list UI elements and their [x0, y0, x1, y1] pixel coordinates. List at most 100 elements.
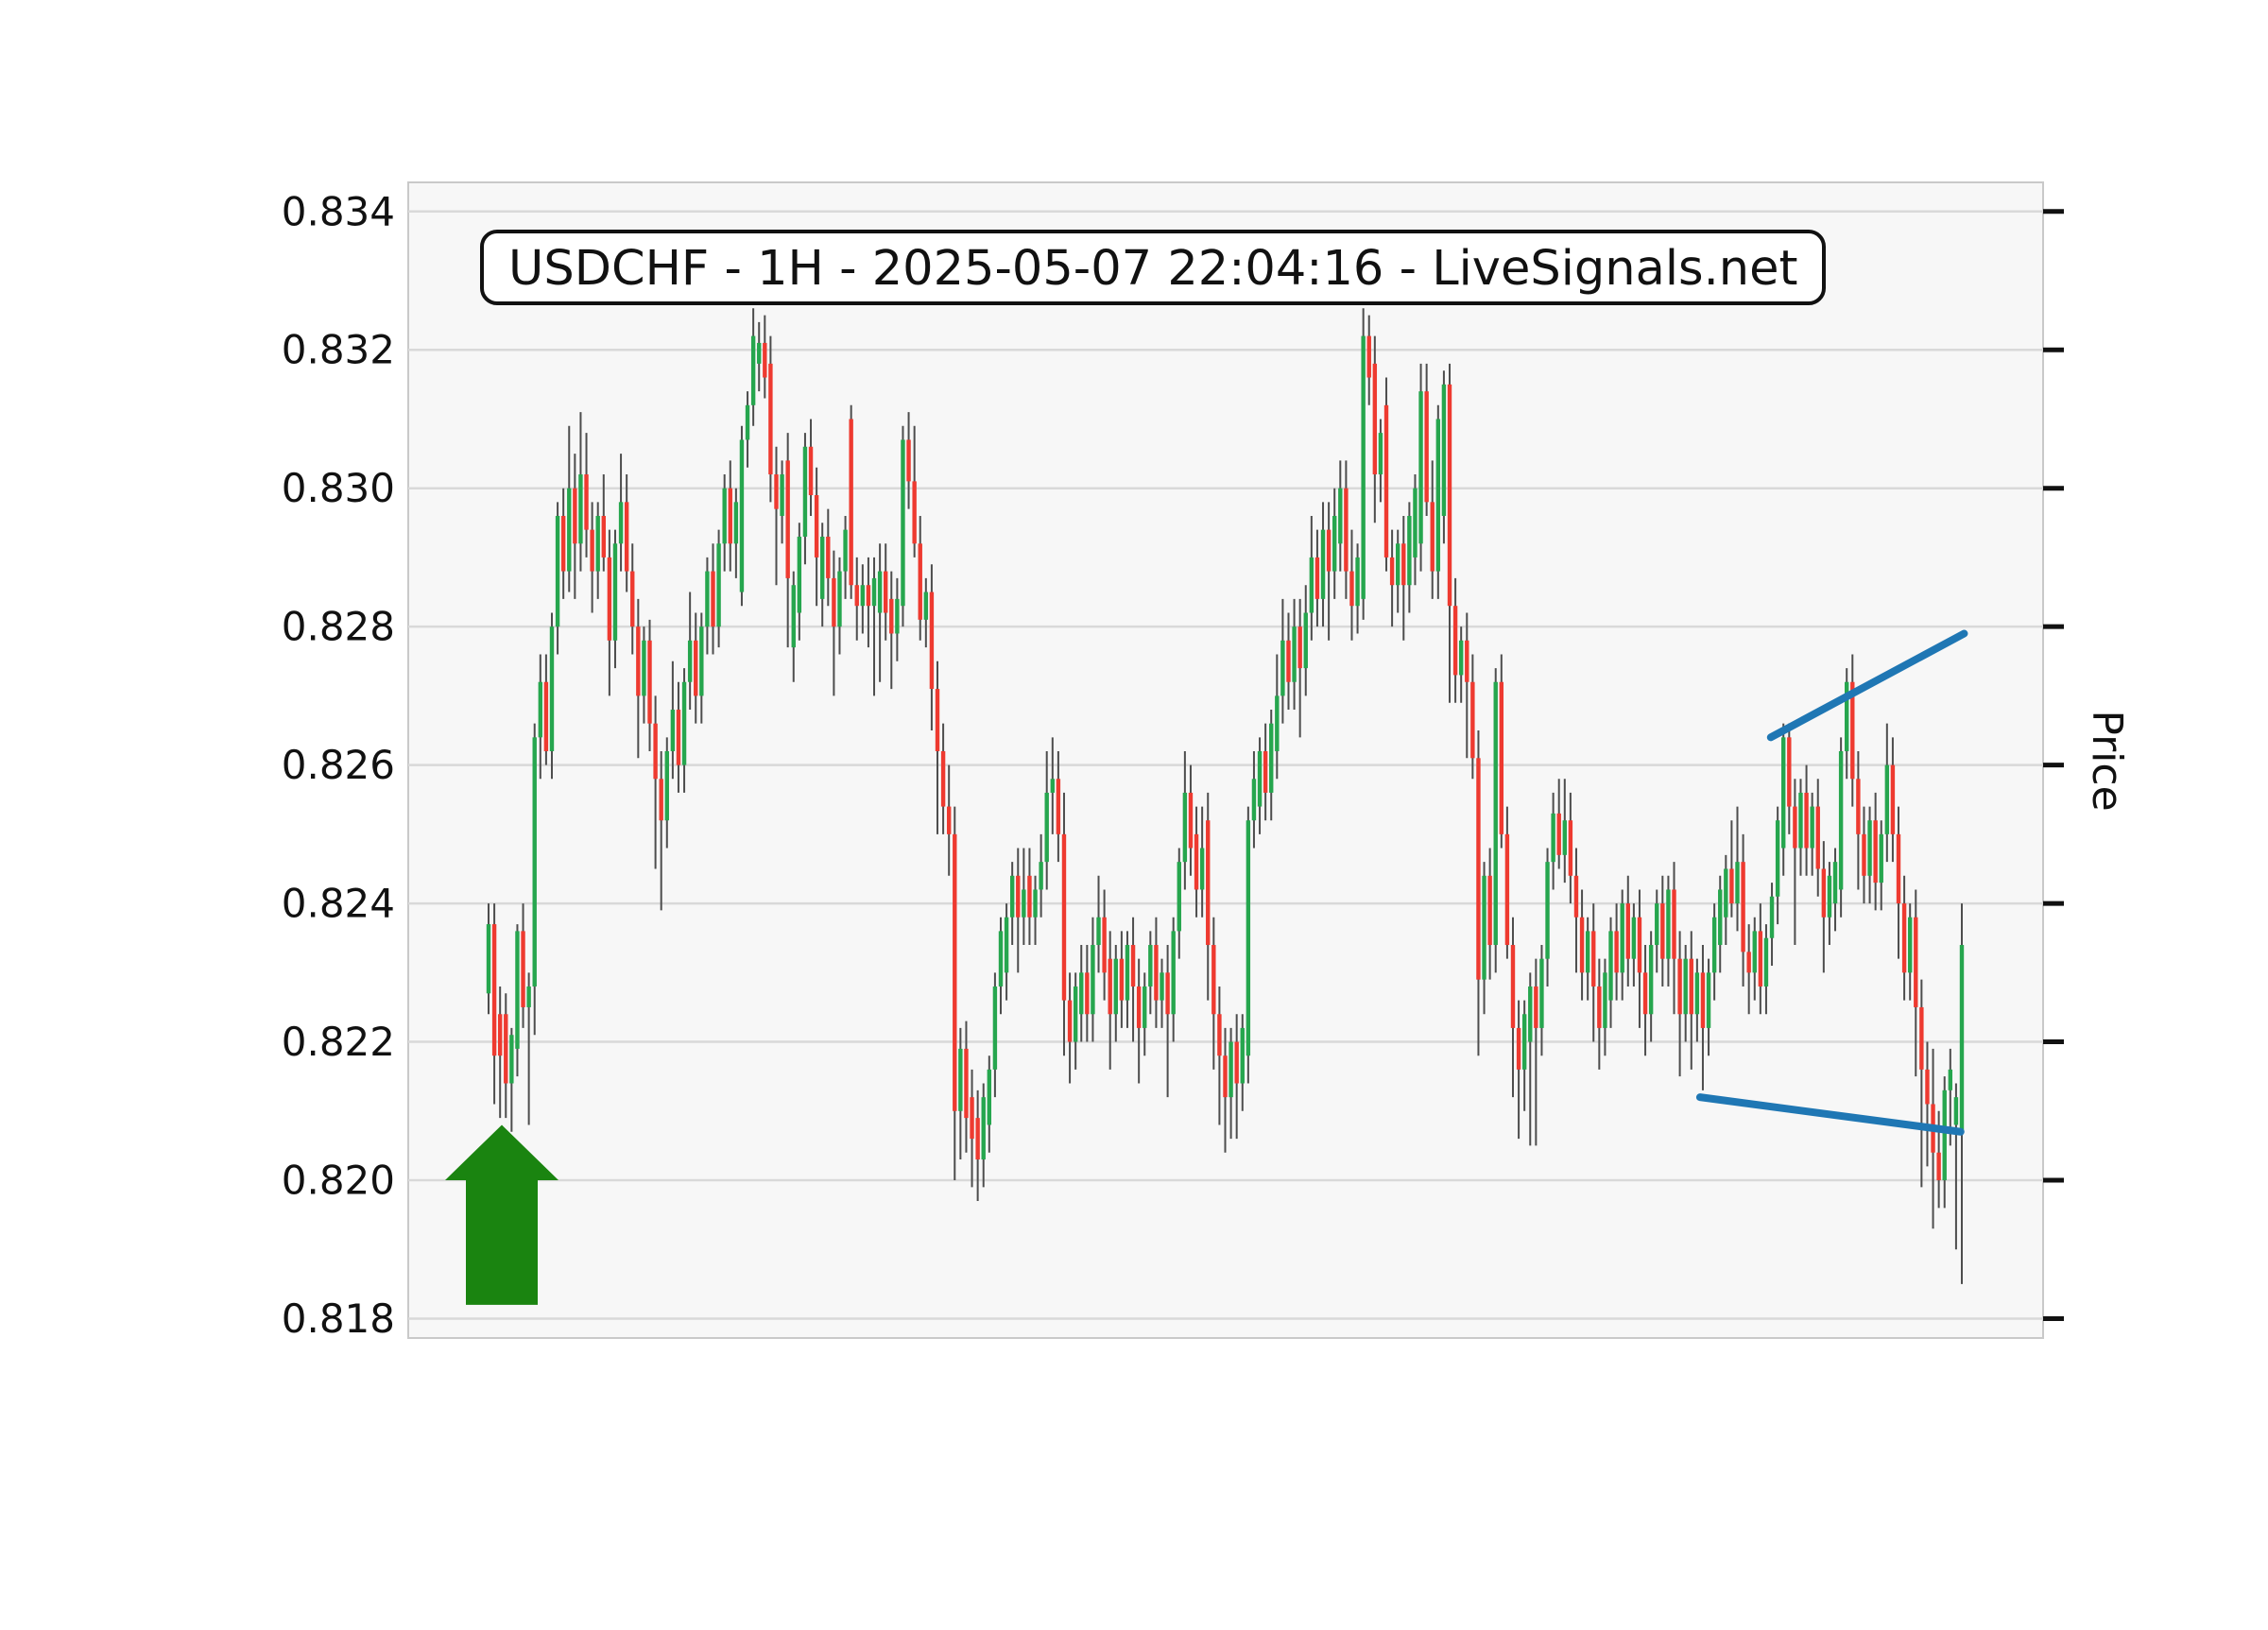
candle-body-up [1884, 764, 1890, 834]
candle-246 [1901, 875, 1907, 1001]
candle-96 [1039, 833, 1043, 918]
candle-body-up [750, 335, 756, 405]
candle-body-up [1148, 945, 1153, 987]
candle-76 [923, 577, 929, 648]
candle-83 [964, 1021, 969, 1153]
candle-body-down [1389, 557, 1395, 586]
candle-body-down [832, 577, 836, 627]
candle-87 [987, 1055, 992, 1153]
y-tick-label-0.832: 0.832 [282, 327, 395, 373]
candle-220 [1752, 917, 1757, 1001]
candle-18 [590, 502, 594, 613]
candle-body-down [1758, 931, 1763, 987]
candle-body-down [1677, 958, 1682, 1015]
candle-198 [1625, 875, 1630, 987]
candle-body-up [681, 681, 687, 765]
candle-body-up [1413, 488, 1418, 558]
candle-body-up [1246, 820, 1251, 1056]
candle-77 [929, 564, 935, 731]
candle-body-up [1769, 896, 1775, 938]
candle-190 [1579, 889, 1585, 1001]
candle-172 [1476, 730, 1481, 1056]
candle-body-down [912, 481, 917, 544]
y-tick-label-0.826: 0.826 [282, 742, 395, 788]
candle-2 [497, 986, 503, 1119]
candle-body-up [895, 598, 900, 634]
candle-body-down [1534, 986, 1538, 1028]
candle-118 [1165, 945, 1170, 1098]
candle-body-up [722, 488, 727, 544]
candle-159 [1401, 515, 1406, 641]
candle-body-up [1171, 931, 1176, 1015]
candle-121 [1182, 750, 1188, 890]
candle-body-down [785, 460, 790, 578]
candle-body-up [1832, 862, 1838, 904]
candle-body-down [1896, 833, 1901, 904]
candle-54 [797, 523, 802, 641]
candle-body-down [1804, 792, 1809, 849]
candle-11 [549, 612, 555, 780]
candle-71 [895, 577, 900, 661]
candle-body-down [601, 515, 606, 558]
candle-body-down [1061, 833, 1067, 1001]
candle-43 [733, 488, 739, 578]
candle-body-up [1521, 1014, 1527, 1070]
candle-157 [1389, 529, 1395, 627]
candle-body-up [1879, 833, 1883, 884]
candle-body-up [567, 488, 572, 572]
candle-body-down [1850, 681, 1855, 780]
candle-216 [1729, 820, 1734, 918]
candle-115 [1148, 931, 1153, 1015]
candle-body-down [1573, 875, 1579, 918]
candle-body-up [1435, 419, 1441, 572]
candle-15 [573, 454, 577, 599]
candle-63 [849, 404, 853, 599]
candle-body-down [1919, 1006, 1924, 1070]
candle-body-down [1372, 363, 1378, 475]
candle-body-down [1821, 868, 1827, 918]
candle-body-down [491, 924, 497, 1056]
candle-body-up [1953, 1097, 1959, 1125]
candle-4 [509, 1027, 514, 1132]
candle-body-down [946, 806, 952, 834]
candle-194 [1603, 958, 1607, 1056]
candle-171 [1470, 654, 1475, 780]
candle-body-up [1528, 986, 1533, 1042]
candle-243 [1884, 723, 1890, 863]
candle-body-up [1395, 543, 1400, 586]
candle-body-down [1689, 958, 1693, 1015]
candle-34 [681, 668, 687, 793]
candle-108 [1108, 931, 1112, 1070]
candle-body-up [1482, 875, 1486, 980]
candle-body-down [975, 1118, 980, 1160]
candle-body-down [1108, 958, 1112, 1015]
candle-84 [970, 1069, 974, 1188]
candle-body-down [590, 529, 594, 572]
candle-body-down [1056, 779, 1061, 834]
candle-72 [901, 425, 905, 627]
candle-22 [612, 529, 618, 669]
candle-body-down [1660, 903, 1665, 959]
candle-body-down [676, 710, 681, 765]
candle-body-up [1562, 820, 1568, 855]
candle-29 [653, 695, 658, 869]
candle-81 [953, 806, 957, 1181]
candle-70 [889, 571, 894, 690]
candle-body-up [1309, 557, 1314, 613]
candle-230 [1810, 792, 1814, 876]
candle-body-down [1165, 972, 1170, 1015]
candle-139 [1286, 612, 1291, 711]
candle-253 [1942, 1076, 1947, 1209]
candle-167 [1447, 363, 1452, 703]
candle-151 [1355, 543, 1360, 634]
candle-7 [526, 972, 531, 1125]
candles-layer [486, 308, 1965, 1284]
candle-body-down [1211, 945, 1216, 1015]
candle-99 [1056, 750, 1061, 863]
candle-body-up [1948, 1069, 1953, 1090]
candle-body-up [1545, 862, 1550, 959]
candle-212 [1706, 958, 1711, 1056]
candle-body-up [670, 710, 676, 751]
candle-56 [808, 419, 814, 516]
candle-144 [1314, 529, 1320, 627]
